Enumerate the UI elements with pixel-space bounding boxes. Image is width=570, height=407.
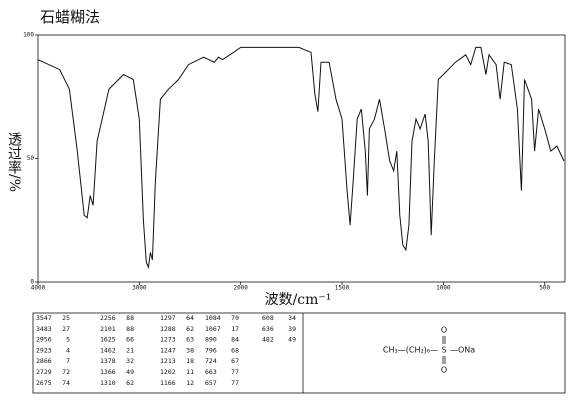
peak-transmittance: 64 — [186, 314, 194, 322]
structure-atom: S — [441, 346, 446, 355]
peak-wavenumber: 1067 — [205, 325, 221, 333]
peak-wavenumber: 1247 — [160, 346, 176, 354]
peak-transmittance: 63 — [186, 336, 194, 344]
table-frame — [32, 312, 566, 394]
spectrum-line — [37, 46, 565, 270]
peak-transmittance: 7 — [66, 357, 70, 365]
peak-transmittance: 77 — [231, 368, 239, 376]
x-tick-label: 500 — [539, 285, 550, 292]
peak-wavenumber: 890 — [205, 336, 217, 344]
peak-transmittance: 38 — [186, 346, 194, 354]
peak-wavenumber: 1084 — [205, 314, 221, 322]
peak-transmittance: 66 — [126, 336, 134, 344]
x-axis-label: 波数/cm⁻¹ — [265, 292, 332, 308]
x-tick-label: 2000 — [233, 285, 248, 292]
peak-wavenumber: 1366 — [100, 368, 116, 376]
peak-wavenumber: 2675 — [36, 379, 52, 387]
peak-transmittance: 5 — [66, 336, 70, 344]
peak-transmittance: 25 — [62, 314, 70, 322]
peak-wavenumber: 2256 — [100, 314, 116, 322]
peak-wavenumber: 1625 — [100, 336, 116, 344]
peak-transmittance: 88 — [126, 314, 134, 322]
peak-transmittance: 49 — [126, 368, 134, 376]
peak-wavenumber: 1166 — [160, 379, 176, 387]
peak-wavenumber: 1297 — [160, 314, 176, 322]
peak-transmittance: 34 — [288, 314, 296, 322]
peak-transmittance: 4 — [66, 346, 70, 354]
structure-chain: CH₃—(CH₂)₆— — [383, 346, 438, 355]
y-tick-label: 0 — [30, 279, 34, 286]
peak-wavenumber: 1273 — [160, 336, 176, 344]
peak-transmittance: 49 — [288, 336, 296, 344]
peak-wavenumber: 657 — [205, 379, 217, 387]
peak-wavenumber: 1213 — [160, 357, 176, 365]
structure-oxygen: O — [441, 326, 447, 335]
peak-transmittance: 84 — [231, 336, 239, 344]
x-tick-label: 1000 — [436, 285, 451, 292]
peak-wavenumber: 3547 — [36, 314, 52, 322]
peak-transmittance: 72 — [62, 368, 70, 376]
y-axis-label: 透过率/% — [6, 132, 22, 193]
peak-transmittance: 12 — [186, 379, 194, 387]
peak-wavenumber: 663 — [205, 368, 217, 376]
peak-wavenumber: 1462 — [100, 346, 116, 354]
peak-transmittance: 67 — [231, 357, 239, 365]
peak-wavenumber: 1202 — [160, 368, 176, 376]
y-tick-label: 50 — [27, 155, 35, 162]
peak-transmittance: 62 — [186, 325, 194, 333]
peak-transmittance: 88 — [126, 325, 134, 333]
x-tick-label: 3000 — [132, 285, 147, 292]
peak-wavenumber: 2101 — [100, 325, 116, 333]
peak-transmittance: 68 — [231, 346, 239, 354]
peak-transmittance: 70 — [231, 314, 239, 322]
peak-transmittance: 62 — [126, 379, 134, 387]
peak-wavenumber: 724 — [205, 357, 217, 365]
peak-transmittance: 77 — [231, 379, 239, 387]
peak-transmittance: 21 — [126, 346, 134, 354]
x-tick-label: 4000 — [31, 285, 46, 292]
peak-transmittance: 39 — [288, 325, 296, 333]
peak-transmittance: 27 — [62, 325, 70, 333]
peak-wavenumber: 636 — [262, 325, 274, 333]
peak-transmittance: 17 — [231, 325, 239, 333]
peak-transmittance: 18 — [186, 357, 194, 365]
peak-wavenumber: 2729 — [36, 368, 52, 376]
peak-wavenumber: 2956 — [36, 336, 52, 344]
structure-oxygen: O — [441, 366, 447, 375]
x-tick-label: 1500 — [335, 285, 350, 292]
chart-title: 石蜡糊法 — [40, 8, 100, 26]
peak-wavenumber: 2923 — [36, 346, 52, 354]
y-tick-label: 100 — [23, 32, 34, 39]
peak-wavenumber: 796 — [205, 346, 217, 354]
peak-wavenumber: 482 — [262, 336, 274, 344]
structure-tail: —ONa — [450, 346, 475, 355]
peak-wavenumber: 3483 — [36, 325, 52, 333]
peak-wavenumber: 608 — [262, 314, 274, 322]
peak-wavenumber: 2866 — [36, 357, 52, 365]
peak-transmittance: 74 — [62, 379, 70, 387]
peak-transmittance: 11 — [186, 368, 194, 376]
peak-transmittance: 32 — [126, 357, 134, 365]
peak-wavenumber: 1310 — [100, 379, 116, 387]
peak-wavenumber: 1288 — [160, 325, 176, 333]
peak-wavenumber: 1378 — [100, 357, 116, 365]
